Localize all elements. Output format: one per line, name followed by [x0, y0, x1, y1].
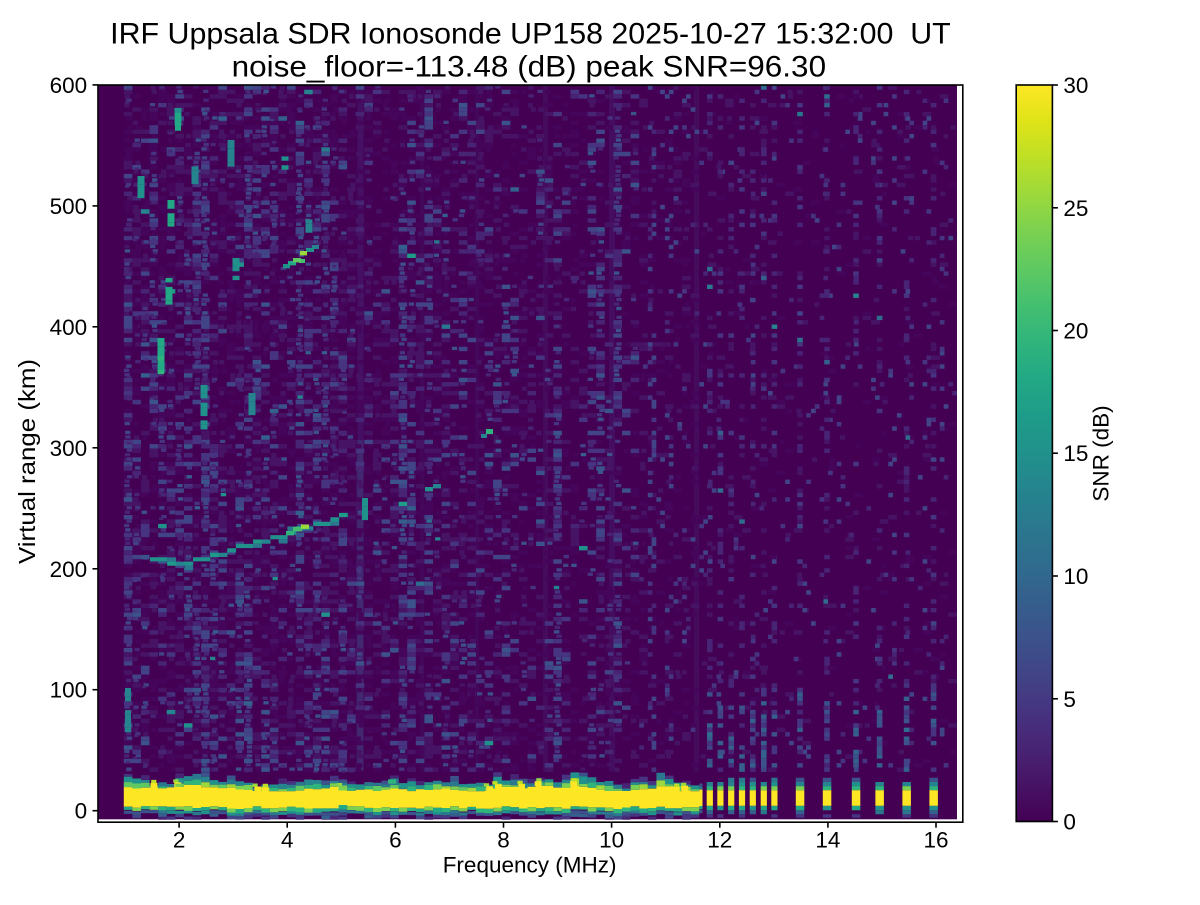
svg-text:200: 200: [50, 557, 88, 582]
svg-text:noise_floor=-113.48 (dB) peak: noise_floor=-113.48 (dB) peak SNR=96.30: [232, 51, 827, 84]
svg-text:30: 30: [1063, 73, 1088, 98]
svg-text:20: 20: [1063, 319, 1088, 344]
svg-text:100: 100: [50, 678, 88, 703]
svg-text:16: 16: [923, 828, 948, 853]
svg-text:2: 2: [173, 828, 186, 853]
svg-text:8: 8: [497, 828, 510, 853]
svg-text:400: 400: [50, 315, 88, 340]
svg-text:300: 300: [50, 436, 88, 461]
svg-text:6: 6: [389, 828, 402, 853]
svg-text:Virtual range (km): Virtual range (km): [14, 359, 40, 564]
svg-text:Frequency (MHz): Frequency (MHz): [443, 853, 617, 878]
svg-text:4: 4: [281, 828, 294, 853]
svg-text:25: 25: [1063, 196, 1088, 221]
svg-text:500: 500: [50, 194, 88, 219]
svg-text:10: 10: [1063, 564, 1088, 589]
svg-text:10: 10: [599, 828, 624, 853]
svg-text:12: 12: [707, 828, 732, 853]
svg-text:5: 5: [1063, 687, 1076, 712]
svg-text:14: 14: [815, 828, 840, 853]
svg-text:600: 600: [50, 73, 88, 98]
svg-text:IRF Uppsala SDR Ionosonde UP15: IRF Uppsala SDR Ionosonde UP158 2025-10-…: [110, 18, 951, 51]
svg-text:0: 0: [1063, 810, 1076, 835]
svg-text:0: 0: [75, 799, 88, 824]
svg-text:SNR (dB): SNR (dB): [1089, 405, 1114, 501]
svg-text:15: 15: [1063, 441, 1088, 466]
